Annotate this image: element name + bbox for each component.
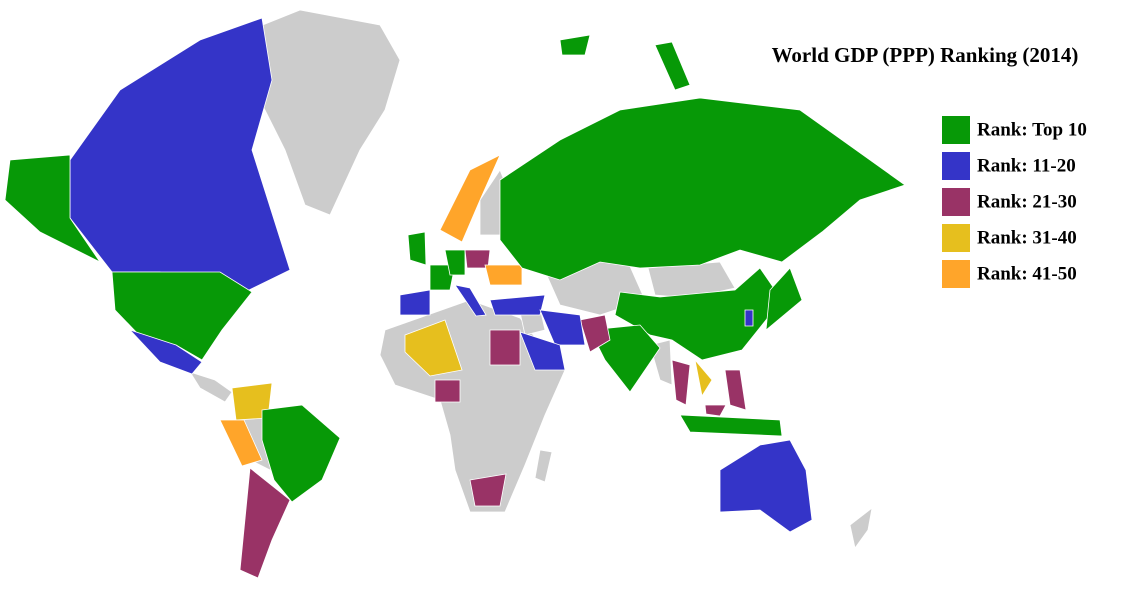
russia (499, 97, 906, 281)
map-title: World GDP (PPP) Ranking (2014) (772, 43, 1079, 67)
germany (444, 249, 466, 276)
norway-sweden (439, 154, 501, 243)
japan (765, 267, 803, 331)
algeria (404, 319, 463, 377)
legend-label: Rank: 11-20 (977, 155, 1076, 176)
legend-label: Rank: 31-40 (977, 227, 1077, 248)
countries (4, 9, 906, 579)
novaya-zemlya (654, 41, 691, 91)
indonesia (679, 414, 783, 437)
mexico (129, 329, 203, 375)
madagascar (534, 449, 553, 483)
legend: Rank: Top 10 Rank: 11-20 Rank: 21-30 Rank: … (942, 116, 1087, 288)
thailand (671, 359, 691, 406)
nigeria (434, 379, 461, 403)
argentina-chile (239, 467, 291, 579)
legend-swatch (942, 116, 970, 144)
ukraine (484, 264, 523, 286)
arctic-islands (559, 34, 591, 56)
peru (219, 419, 263, 467)
greenland (244, 9, 401, 216)
korea (744, 309, 754, 327)
vietnam (694, 358, 713, 398)
egypt (489, 329, 521, 366)
uk (407, 231, 427, 266)
saudi-arabia (519, 331, 566, 371)
spain (399, 289, 431, 316)
pakistan (579, 314, 611, 353)
iran (539, 309, 586, 346)
new-zealand (849, 507, 873, 549)
italy (454, 284, 487, 317)
alaska (4, 154, 102, 264)
philippines (724, 369, 747, 411)
legend-label: Rank: 21-30 (977, 191, 1077, 212)
legend-label: Rank: 41-50 (977, 263, 1077, 284)
legend-label: Rank: Top 10 (977, 119, 1087, 140)
canada (69, 17, 291, 301)
australia (719, 439, 813, 533)
south-africa (469, 473, 507, 507)
france (429, 264, 456, 291)
malaysia (704, 404, 727, 417)
legend-swatch (942, 152, 970, 180)
turkey (489, 294, 546, 316)
legend-swatch (942, 188, 970, 216)
usa (111, 271, 253, 361)
brazil (261, 404, 341, 503)
central-america (189, 371, 233, 403)
legend-swatch (942, 224, 970, 252)
legend-swatch (942, 260, 970, 288)
